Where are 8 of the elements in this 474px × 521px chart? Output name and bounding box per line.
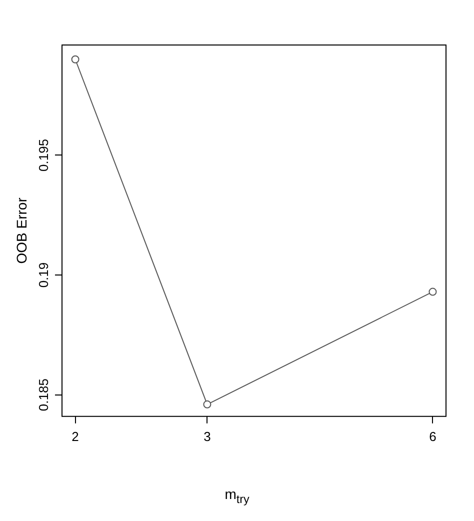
x-axis-title: m$_{try}$ xyxy=(224,486,250,506)
y-tick-label: 0.19 xyxy=(36,262,52,288)
y-tick-label: 0.195 xyxy=(36,138,52,172)
y-tick-label: 0.185 xyxy=(36,378,52,412)
x-tick-label: 2 xyxy=(72,428,79,444)
x-tick-label: 6 xyxy=(429,428,436,444)
y-axis-title: OOB Error xyxy=(13,197,30,264)
x-tick-label: 3 xyxy=(204,428,211,444)
